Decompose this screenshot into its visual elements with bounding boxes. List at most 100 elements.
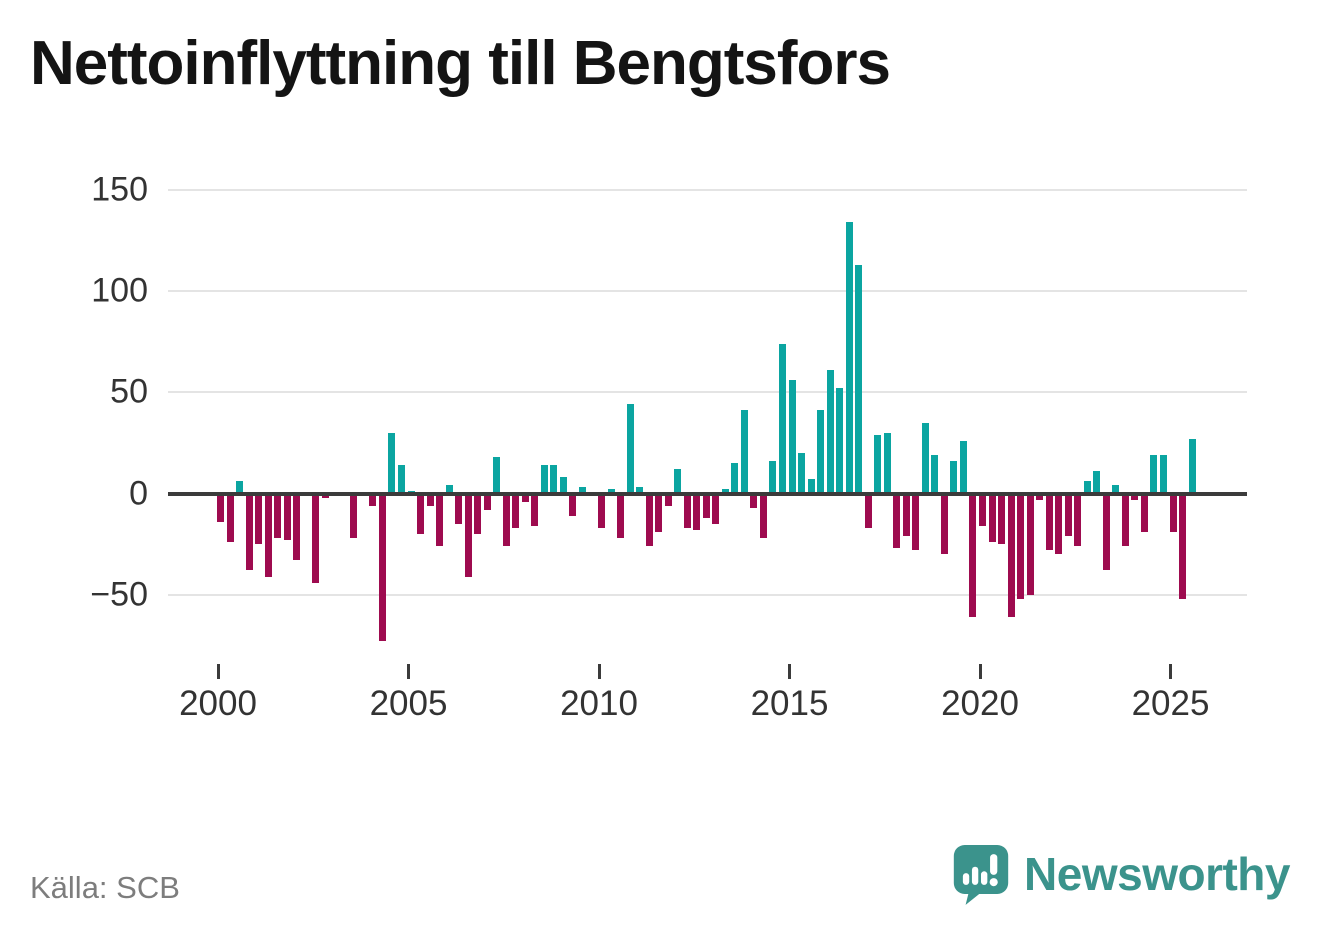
brand-logo: Newsworthy [952,843,1290,905]
bar-2010Q3 [617,493,624,539]
bar-2024Q2 [1141,493,1148,532]
bar-2019Q3 [960,440,967,494]
bar-2017Q3 [884,432,891,494]
bar-2007Q1 [484,493,491,510]
bar-2015Q4 [817,410,824,494]
x-axis-label-2025: 2025 [1131,684,1210,723]
gridline-y100 [168,290,1247,292]
bar-2010Q2 [608,489,615,494]
bar-2005Q4 [436,493,443,547]
x-tick-2010 [597,664,601,679]
bar-2012Q3 [693,493,700,530]
bar-2015Q3 [808,479,815,494]
bar-2018Q1 [903,493,910,537]
bar-2019Q1 [941,493,948,555]
bar-2000Q1 [217,493,224,522]
bar-2009Q3 [579,487,586,494]
bar-2025Q2 [1179,493,1186,599]
bar-2024Q3 [1150,455,1157,494]
brand-name: Newsworthy [1024,848,1290,900]
y-axis-label-100: 100 [91,271,148,310]
bar-2018Q3 [922,422,929,494]
bar-2004Q2 [379,493,386,642]
bar-2021Q3 [1036,493,1043,500]
bar-2021Q1 [1017,493,1024,599]
bar-2020Q4 [1008,493,1015,618]
bar-2014Q3 [769,461,776,494]
source-note: Källa: SCB [30,870,180,905]
bar-2008Q2 [531,493,538,526]
bar-2000Q2 [227,493,234,543]
bar-2014Q1 [750,493,757,508]
bar-2006Q1 [446,485,453,494]
bar-2013Q1 [712,493,719,524]
bar-2001Q3 [274,493,281,539]
bar-2023Q4 [1122,493,1129,547]
y-axis-label-150: 150 [91,170,148,209]
newsworthy-icon [952,843,1010,905]
bar-2007Q2 [493,457,500,494]
bar-2017Q4 [893,493,900,549]
bar-2013Q4 [741,410,748,494]
bar-2000Q3 [236,481,243,494]
bar-2015Q2 [798,453,805,494]
bar-2019Q4 [969,493,976,618]
x-tick-2005 [407,664,410,679]
x-axis-label-2010: 2010 [560,684,638,723]
bar-2023Q1 [1093,471,1100,494]
bar-2011Q4 [665,493,672,506]
page-title: Nettoinflyttning till Bengtsfors [30,29,891,98]
bar-2005Q3 [427,493,434,506]
bar-2004Q1 [369,493,376,506]
bar-2001Q2 [265,493,272,577]
x-axis-label-2015: 2015 [750,684,829,723]
bar-2004Q4 [398,465,405,494]
y-axis-label-50: 50 [110,372,148,411]
bar-2022Q1 [1055,493,1062,555]
bar-2012Q4 [703,493,710,518]
bar-2017Q2 [874,434,881,494]
bar-2020Q2 [989,493,996,543]
y-axis-label-0: 0 [129,474,148,512]
bar-2021Q2 [1027,493,1034,595]
bar-2020Q3 [998,493,1005,545]
bar-2011Q2 [646,493,653,547]
bar-2012Q1 [674,469,681,494]
bar-2023Q3 [1112,485,1119,494]
bar-2023Q2 [1103,493,1110,571]
bar-2016Q3 [846,222,853,494]
bar-2004Q3 [388,432,395,494]
gridline-y-50 [168,593,1247,596]
bar-2009Q1 [560,477,567,494]
bar-2007Q4 [512,493,519,528]
bar-2014Q4 [779,343,786,494]
bar-2010Q4 [627,404,634,494]
plot-area: 150 100 50 0 −50 2000 2005 2010 2015 2020 2025 [90,170,1247,723]
bar-2011Q1 [636,487,643,494]
x-axis-label-2020: 2020 [941,684,1019,723]
gridline-y150 [168,188,1247,191]
x-tick-2025 [1169,664,1172,679]
bar-2005Q2 [417,493,424,534]
bar-2017Q1 [865,493,872,528]
bar-2006Q2 [455,493,462,524]
bar-2013Q3 [731,463,738,494]
x-tick-2015 [788,664,791,679]
bar-2016Q1 [827,369,834,494]
bar-2016Q2 [836,388,843,494]
bar-2024Q1 [1131,493,1138,500]
bar-2006Q3 [465,493,472,577]
bar-2025Q1 [1170,493,1177,532]
x-tick-2020 [978,664,982,679]
bar-2024Q4 [1160,455,1167,494]
bar-2008Q1 [522,493,529,502]
bar-2014Q2 [760,493,767,539]
bar-2011Q3 [655,493,662,532]
bar-2010Q1 [598,493,605,528]
bar-2003Q3 [350,493,357,539]
bar-2012Q2 [684,493,691,528]
bar-2001Q1 [255,493,262,545]
bar-2019Q2 [950,461,957,494]
bar-2018Q2 [912,493,919,551]
